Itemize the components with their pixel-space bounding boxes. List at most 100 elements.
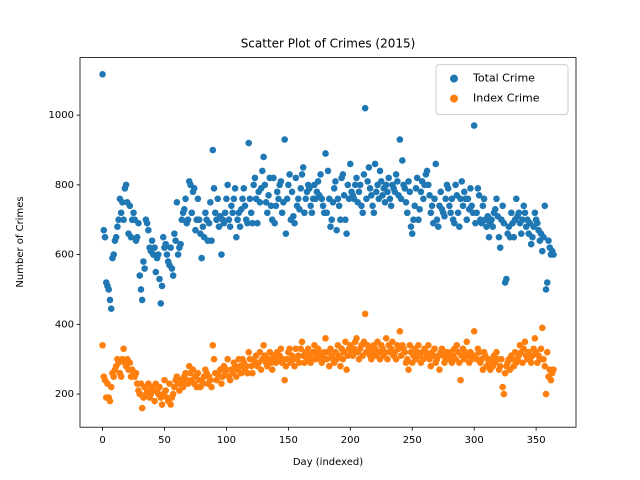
point [199, 380, 207, 387]
point [189, 366, 197, 373]
point [241, 202, 249, 210]
point [127, 233, 135, 241]
point [437, 188, 445, 196]
point [500, 219, 508, 227]
point [317, 171, 324, 178]
point [106, 296, 114, 304]
point [371, 160, 379, 168]
point [442, 195, 449, 203]
point [296, 205, 303, 213]
point [342, 338, 349, 346]
point [503, 275, 510, 283]
point [281, 136, 288, 143]
point [339, 355, 347, 363]
point [182, 195, 189, 203]
point [145, 226, 152, 234]
point [278, 209, 286, 217]
point [257, 366, 265, 373]
point [224, 355, 231, 363]
point [431, 195, 438, 203]
point [413, 174, 421, 182]
point [162, 387, 170, 394]
point [381, 199, 389, 206]
point [218, 380, 225, 387]
point [464, 195, 472, 203]
point [427, 209, 435, 217]
point [120, 345, 127, 353]
point [137, 286, 145, 293]
point [540, 355, 547, 363]
point [473, 209, 480, 217]
point [396, 136, 404, 143]
point [425, 181, 432, 189]
point [211, 209, 219, 217]
point [542, 390, 550, 398]
point [392, 355, 400, 363]
point [521, 209, 529, 217]
point [229, 209, 236, 217]
point [225, 216, 233, 224]
point [228, 202, 235, 210]
point [214, 195, 222, 203]
point [202, 209, 209, 217]
point [256, 199, 264, 206]
point [368, 192, 375, 199]
y-tick-label: 800 [55, 180, 74, 191]
point [340, 192, 348, 199]
point [198, 254, 205, 262]
point [397, 195, 405, 203]
point [130, 209, 137, 217]
point [434, 223, 442, 231]
point [385, 174, 392, 182]
point [272, 202, 280, 210]
point [314, 178, 322, 185]
point [173, 199, 181, 206]
point [520, 345, 528, 353]
point [468, 202, 475, 210]
point [327, 345, 334, 353]
point [120, 216, 127, 224]
point [122, 181, 130, 189]
point [377, 178, 385, 185]
point [126, 359, 134, 366]
point [519, 216, 526, 224]
point [407, 223, 415, 231]
point [467, 185, 474, 192]
x-tick-label: 50 [158, 435, 171, 446]
point [298, 338, 306, 346]
point [394, 178, 401, 185]
point [148, 237, 156, 244]
point [447, 209, 454, 217]
point [403, 209, 411, 217]
point [323, 209, 331, 217]
point [531, 209, 539, 217]
point [415, 341, 422, 349]
point [491, 205, 499, 213]
point [226, 223, 234, 231]
point [233, 233, 240, 241]
legend-box [435, 64, 569, 116]
point [356, 181, 364, 189]
point [496, 362, 504, 370]
point [537, 345, 545, 353]
point [425, 341, 432, 349]
point [132, 369, 140, 377]
point [117, 209, 125, 217]
point [527, 359, 535, 366]
point [454, 209, 462, 217]
point [179, 383, 187, 391]
point [343, 366, 350, 373]
point [521, 338, 529, 346]
point [99, 71, 106, 78]
legend-label: Index Crime [473, 92, 540, 105]
point [250, 181, 257, 189]
point [234, 216, 241, 224]
point [177, 240, 184, 248]
point [126, 202, 134, 210]
point [286, 171, 293, 178]
point [245, 348, 253, 356]
point [426, 192, 433, 199]
point [294, 352, 302, 360]
point [364, 178, 371, 185]
point [488, 216, 495, 224]
